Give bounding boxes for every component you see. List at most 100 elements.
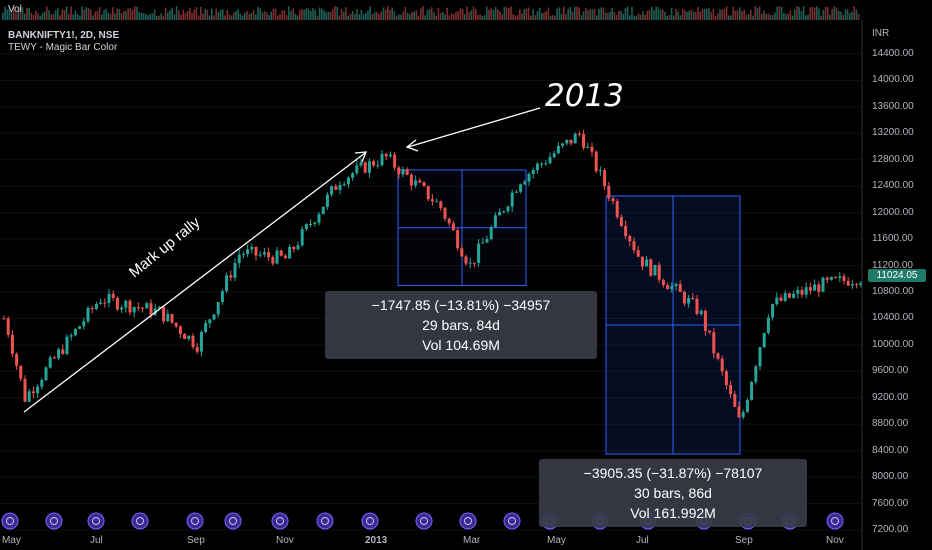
candle-body — [741, 411, 745, 418]
event-icon-mark — [191, 517, 199, 525]
volume-bar — [631, 6, 633, 20]
candle — [691, 293, 695, 300]
volume-bar — [382, 7, 385, 21]
volume-bar — [30, 12, 33, 20]
event-icon[interactable] — [361, 512, 379, 530]
candle — [485, 235, 489, 243]
volume-bar — [822, 10, 825, 20]
volume-bar — [710, 12, 712, 20]
volume-bar — [838, 10, 840, 20]
volume-bar — [160, 13, 162, 20]
candle — [804, 282, 808, 299]
volume-bar — [257, 6, 259, 21]
measure-2-change: −3905.35 (−31.87%) −78107 — [583, 465, 763, 481]
candle — [586, 142, 590, 149]
event-icon[interactable] — [1, 512, 19, 530]
event-icon[interactable] — [826, 512, 844, 530]
candle — [712, 327, 716, 359]
volume-bar — [219, 9, 222, 20]
volume-bar — [554, 15, 556, 20]
candle-body — [569, 139, 573, 144]
candle-body — [124, 300, 128, 308]
candle-body — [611, 198, 615, 202]
candle-body — [552, 153, 556, 158]
event-icon-circle — [415, 512, 433, 530]
volume-bar — [17, 9, 19, 20]
candle — [703, 309, 707, 336]
volume-bar — [347, 15, 349, 20]
volume-bar — [543, 12, 545, 20]
y-tick-label: 10800.00 — [872, 286, 914, 297]
volume-bar — [514, 15, 517, 20]
year-arrow — [407, 107, 541, 148]
volume-bar — [28, 7, 30, 20]
candle-body — [367, 161, 371, 173]
candle-body — [628, 236, 632, 242]
candle — [598, 166, 602, 176]
candle-body — [636, 250, 640, 257]
volume-bar — [741, 11, 743, 20]
volume-bar — [356, 8, 358, 20]
event-icon[interactable] — [271, 512, 289, 530]
volume-bar — [303, 9, 305, 20]
candle — [565, 139, 569, 146]
measure-boxes — [397, 169, 741, 455]
event-icon[interactable] — [316, 512, 334, 530]
candle — [73, 328, 77, 337]
volume-bar — [387, 6, 389, 20]
volume-bar — [395, 15, 398, 20]
indicator-name[interactable]: TEWY - Magic Bar Color — [8, 42, 118, 53]
candle — [796, 286, 800, 299]
candle-body — [766, 317, 770, 333]
candle-body — [649, 259, 653, 276]
candle — [195, 343, 199, 354]
candle-body — [86, 307, 90, 322]
candle — [334, 184, 338, 190]
volume-bar — [140, 12, 143, 20]
volume-bar — [222, 9, 224, 20]
event-icon[interactable] — [186, 512, 204, 530]
volume-bar — [681, 8, 684, 20]
event-icon-mark — [831, 517, 839, 525]
volume-bar — [752, 15, 754, 20]
event-icon[interactable] — [415, 512, 433, 530]
volume-bar — [648, 9, 651, 20]
volume-bar — [285, 14, 288, 20]
volume-bar — [673, 15, 675, 20]
event-icon[interactable] — [131, 512, 149, 530]
volume-bar — [483, 15, 486, 20]
volume-bar — [48, 10, 50, 20]
candle — [737, 401, 741, 418]
candle-body — [393, 154, 397, 168]
candle — [309, 219, 313, 228]
event-icon[interactable] — [45, 512, 63, 530]
candle-body — [577, 133, 581, 135]
candle — [850, 279, 854, 290]
event-icon-circle — [826, 512, 844, 530]
candle-body — [783, 293, 787, 301]
symbol-title[interactable]: BANKNIFTY1!, 2D, NSE — [8, 30, 120, 41]
candle — [174, 322, 178, 329]
event-icon[interactable] — [503, 512, 521, 530]
candle-body — [384, 153, 388, 157]
volume-bar — [508, 8, 510, 20]
volume-bar — [83, 9, 85, 20]
candle-body — [800, 289, 804, 295]
candle-body — [703, 310, 707, 331]
volume-bar — [400, 14, 402, 20]
volume-bar — [338, 15, 341, 20]
y-tick-label: 8000.00 — [872, 471, 909, 483]
volume-bar — [538, 7, 541, 20]
volume-bar — [68, 13, 70, 20]
event-icon[interactable] — [87, 512, 105, 530]
volume-bar — [578, 7, 580, 20]
volume-bar — [809, 7, 811, 20]
event-icon[interactable] — [224, 512, 242, 530]
volume-bar — [646, 10, 649, 20]
candle — [10, 330, 14, 358]
volume-bar — [162, 15, 165, 20]
event-icon[interactable] — [459, 512, 477, 530]
volume-bar — [796, 6, 798, 20]
event-icon-mark — [276, 517, 284, 525]
